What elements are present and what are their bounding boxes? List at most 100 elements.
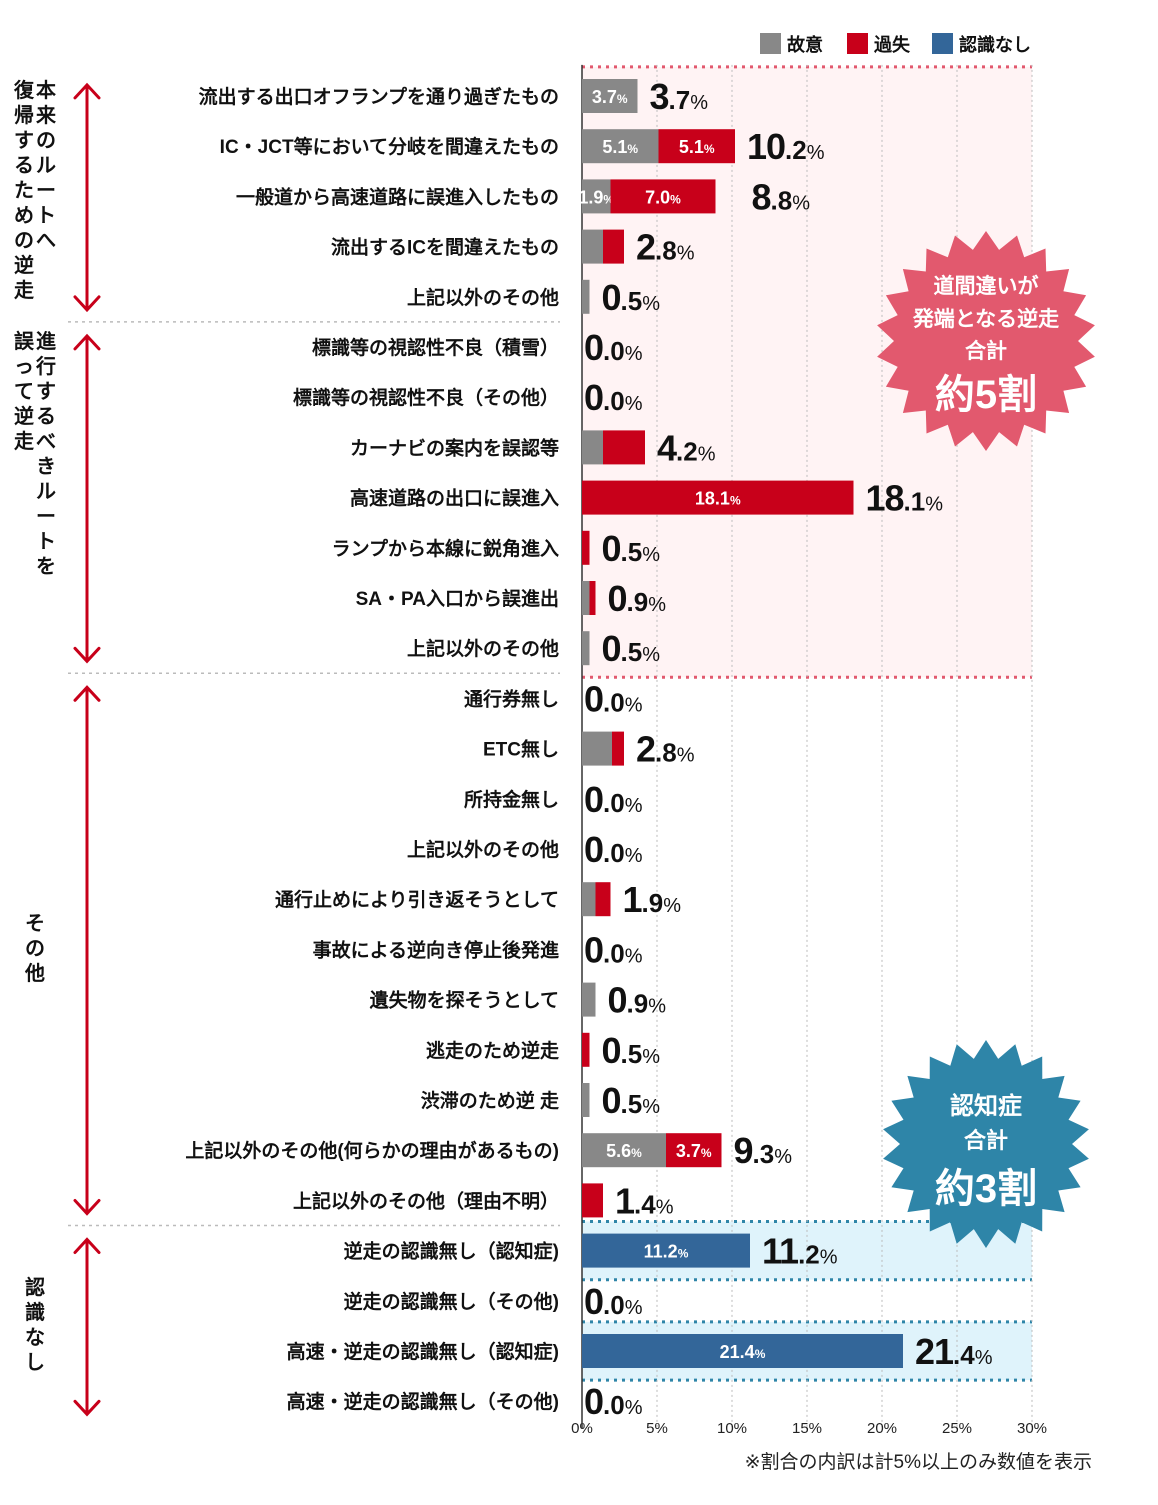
total-value-label: 0.0% xyxy=(584,1281,643,1322)
category-label: 標識等の視認性不良（積雪） xyxy=(312,336,559,359)
category-label: 上記以外のその他(何らかの理由があるもの) xyxy=(185,1139,559,1162)
bar-segment-negligence xyxy=(582,530,590,565)
bar-segment-negligence xyxy=(589,581,596,615)
footnote: ※割合の内訳は計5%以上のみ数値を表示 xyxy=(745,1451,1092,1473)
category-label: ランプから本線に鋭角進入 xyxy=(332,537,559,560)
category-label: 事故による逆向き停止後発進 xyxy=(313,938,559,961)
legend-label: 故意 xyxy=(787,34,823,55)
total-value-label: 8.8% xyxy=(752,176,811,217)
x-tick-label: 15% xyxy=(792,1420,822,1437)
bar-segment-negligence xyxy=(582,1032,590,1067)
bar-segment-intentional xyxy=(582,982,596,1017)
bar-segment-negligence xyxy=(595,882,611,917)
category-label: 一般道から高速道路に誤進入したもの xyxy=(236,185,559,208)
segment-value-label: 18.1% xyxy=(695,489,741,509)
category-label: 上記以外のその他 xyxy=(407,838,559,861)
total-value-label: 0.5% xyxy=(602,628,661,669)
segment-value-label: 5.1% xyxy=(602,137,638,157)
bar-segment-intentional xyxy=(582,129,659,164)
category-label: 通行止めにより引き返そうとして xyxy=(275,888,559,911)
legend-swatch-0 xyxy=(760,33,781,54)
segment-value-label: 5.6% xyxy=(606,1141,642,1161)
total-value-label: 0.9% xyxy=(608,578,667,619)
x-tick-label: 30% xyxy=(1017,1420,1047,1437)
badge-text: 発端となる逆走 xyxy=(912,307,1059,331)
group-label-3: 認識なし xyxy=(25,1275,45,1374)
x-tick-label: 20% xyxy=(867,1420,897,1437)
segment-value-label: 7.0% xyxy=(645,187,681,207)
badge-text: 道間違いが xyxy=(934,274,1039,298)
category-label: 流出する出口オフランプを通り過ぎたもの xyxy=(199,85,559,108)
category-label: 逆走の認識無し（認知症) xyxy=(344,1240,559,1263)
category-label: 上記以外のその他 xyxy=(407,637,559,660)
starburst-badge-dementia xyxy=(883,1040,1089,1248)
category-label: 逆走の認識無し（その他) xyxy=(344,1290,559,1313)
bar-segment-negligence xyxy=(603,229,624,264)
total-value-label: 2.8% xyxy=(636,729,695,770)
category-label: 遺失物を探そうとして xyxy=(370,989,559,1012)
total-value-label: 0.0% xyxy=(584,779,643,820)
starburst-badge-wrong-way xyxy=(877,231,1095,451)
group-label-2: その他 xyxy=(24,913,45,985)
segment-value-label: 1.9% xyxy=(578,187,614,207)
bar-segment-intentional xyxy=(582,731,612,766)
total-value-label: 0.0% xyxy=(584,678,643,719)
bar-segment-intentional xyxy=(582,79,638,113)
category-label: 渋滞のため逆 走 xyxy=(421,1089,559,1112)
total-value-label: 0.0% xyxy=(584,1381,643,1422)
category-label: 流出するICを間違えたもの xyxy=(331,236,559,259)
badge-text: 認知症 xyxy=(950,1092,1022,1120)
category-label: 上記以外のその他 xyxy=(407,286,559,309)
group-arrow-up-icon xyxy=(73,82,101,100)
x-tick-label: 5% xyxy=(646,1420,668,1437)
category-label: 高速・逆走の認識無し（認知症) xyxy=(287,1340,559,1363)
total-value-label: 0.5% xyxy=(602,1030,661,1071)
legend-swatch-2 xyxy=(932,33,953,54)
total-value-label: 0.5% xyxy=(602,528,661,569)
badge-text-large: 約3割 xyxy=(935,1167,1037,1211)
x-tick-label: 25% xyxy=(942,1420,972,1437)
total-value-label: 0.5% xyxy=(602,277,661,318)
category-label: 逃走のため逆走 xyxy=(426,1039,559,1062)
group-arrow-up-icon xyxy=(73,685,101,702)
category-label: 高速・逆走の認識無し（その他) xyxy=(287,1390,559,1413)
segment-value-label: 5.1% xyxy=(679,137,715,157)
total-value-label: 0.5% xyxy=(602,1080,661,1121)
bar-segment-intentional xyxy=(582,581,590,615)
bar-segment-intentional xyxy=(582,179,611,214)
segment-value-label: 3.7% xyxy=(676,1141,712,1161)
total-value-label: 1.4% xyxy=(615,1180,674,1221)
legend-label: 過失 xyxy=(874,34,911,55)
bar-segment-unaware xyxy=(582,1233,750,1268)
total-value-label: 1.9% xyxy=(623,879,682,920)
group-arrow-down-icon xyxy=(73,1199,101,1216)
bar-segment-intentional xyxy=(582,430,603,465)
group-label-1: 進行するべきルートを xyxy=(35,330,56,578)
group-arrow-down-icon xyxy=(73,295,101,313)
category-label: SA・PA入口から誤進出 xyxy=(356,587,559,610)
bar-segment-intentional xyxy=(582,1083,590,1117)
total-value-label: 2.8% xyxy=(636,227,695,268)
total-value-label: 4.2% xyxy=(657,427,716,468)
group-arrow-down-icon xyxy=(73,646,101,664)
group-label-0: 本来のルートへ xyxy=(35,79,57,252)
bar-segment-intentional xyxy=(582,279,590,314)
badge-text: 合計 xyxy=(965,339,1007,363)
bar-segment-intentional xyxy=(582,631,590,666)
category-label: 高速道路の出口に誤進入 xyxy=(350,487,559,510)
bar-segment-negligence xyxy=(610,179,716,214)
badge-text-large: 約5割 xyxy=(935,373,1037,417)
group-arrow-up-icon xyxy=(73,1237,101,1254)
bar-segment-intentional xyxy=(582,1133,666,1168)
bar-segment-negligence xyxy=(603,430,645,465)
total-value-label: 9.3% xyxy=(734,1130,793,1171)
bar-segment-negligence xyxy=(612,731,624,766)
bar-segment-unaware xyxy=(582,1334,903,1368)
segment-value-label: 11.2% xyxy=(644,1242,689,1262)
group-arrow-down-icon xyxy=(73,1399,101,1417)
category-label: 上記以外のその他（理由不明） xyxy=(293,1189,559,1212)
total-value-label: 3.7% xyxy=(650,76,709,117)
bar-segment-negligence xyxy=(658,129,735,164)
